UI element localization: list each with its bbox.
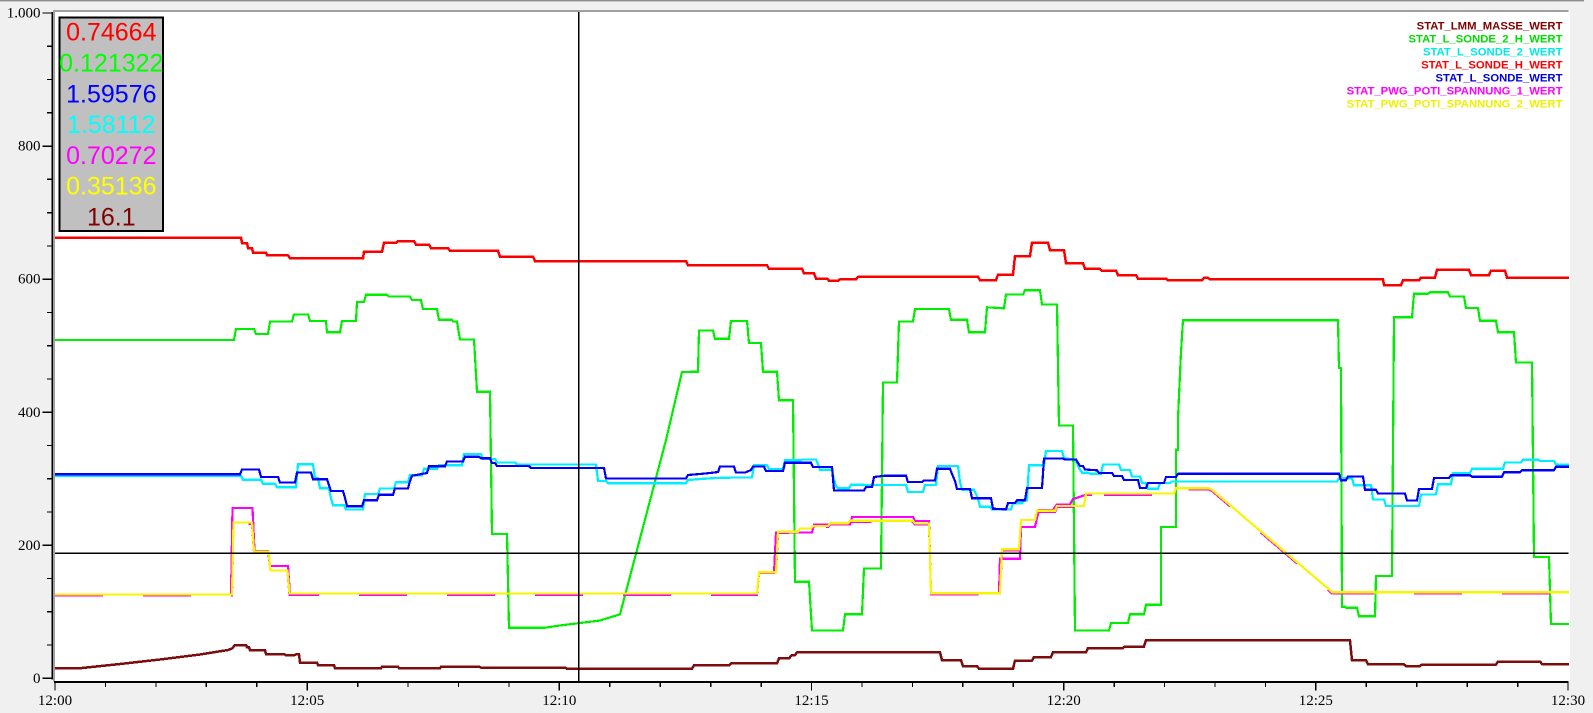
svg-text:200: 200: [18, 538, 41, 554]
svg-text:12:30: 12:30: [1551, 693, 1585, 709]
svg-text:0: 0: [33, 671, 41, 687]
svg-text:0.70272: 0.70272: [66, 142, 156, 170]
svg-text:12:10: 12:10: [542, 693, 576, 709]
svg-text:12:05: 12:05: [290, 693, 324, 709]
svg-text:16.1: 16.1: [87, 204, 136, 232]
svg-text:12:25: 12:25: [1299, 693, 1333, 709]
svg-text:12:20: 12:20: [1047, 693, 1081, 709]
svg-text:1.000: 1.000: [7, 6, 41, 22]
svg-text:12:15: 12:15: [794, 693, 828, 709]
svg-text:0.121322: 0.121322: [59, 50, 163, 78]
svg-text:0.74664: 0.74664: [66, 19, 156, 47]
svg-text:STAT_PWG_POTI_SPANNUNG_2_WERT: STAT_PWG_POTI_SPANNUNG_2_WERT: [1347, 98, 1563, 110]
svg-text:STAT_L_SONDE_H_WERT: STAT_L_SONDE_H_WERT: [1421, 59, 1563, 71]
svg-text:0.35136: 0.35136: [66, 173, 156, 201]
svg-text:STAT_LMM_MASSE_WERT: STAT_LMM_MASSE_WERT: [1417, 20, 1563, 32]
svg-text:1.58112: 1.58112: [67, 111, 156, 139]
svg-text:STAT_L_SONDE_2_H_WERT: STAT_L_SONDE_2_H_WERT: [1408, 33, 1562, 45]
svg-text:1.59576: 1.59576: [66, 80, 156, 108]
svg-text:STAT_L_SONDE_WERT: STAT_L_SONDE_WERT: [1436, 72, 1563, 84]
svg-text:12:00: 12:00: [38, 693, 72, 709]
svg-text:STAT_L_SONDE_2_WERT: STAT_L_SONDE_2_WERT: [1423, 46, 1563, 58]
svg-text:600: 600: [18, 272, 41, 288]
svg-text:STAT_PWG_POTI_SPANNUNG_1_WERT: STAT_PWG_POTI_SPANNUNG_1_WERT: [1347, 85, 1563, 97]
svg-text:800: 800: [18, 139, 41, 155]
svg-text:400: 400: [18, 405, 41, 421]
